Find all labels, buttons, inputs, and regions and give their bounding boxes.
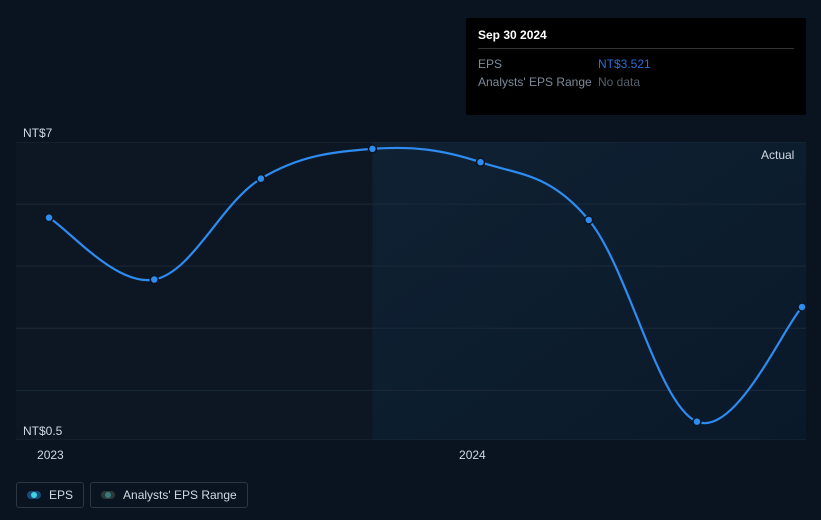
x-axis-label: 2024 [459,448,486,462]
y-axis-label: NT$7 [23,126,52,140]
region-label-actual: Actual [761,148,794,162]
eps-line-chart [16,142,806,440]
tooltip-row-value: NT$3.521 [598,55,651,73]
tooltip-row-value: No data [598,73,640,91]
tooltip-row: EPSNT$3.521 [478,55,794,73]
legend-label: EPS [49,488,73,502]
tooltip-row: Analysts' EPS RangeNo data [478,73,794,91]
legend-label: Analysts' EPS Range [123,488,237,502]
legend: EPS Analysts' EPS Range [16,482,248,508]
legend-swatch-icon [27,491,41,499]
y-axis-label: NT$0.5 [23,424,62,438]
tooltip-row-label: Analysts' EPS Range [478,73,598,91]
legend-eps[interactable]: EPS [16,482,84,508]
tooltip-row-label: EPS [478,55,598,73]
tooltip-date: Sep 30 2024 [478,28,794,49]
legend-swatch-icon [101,491,115,499]
tooltip: Sep 30 2024 EPSNT$3.521Analysts' EPS Ran… [466,18,806,115]
legend-range[interactable]: Analysts' EPS Range [90,482,248,508]
x-axis-label: 2023 [37,448,64,462]
